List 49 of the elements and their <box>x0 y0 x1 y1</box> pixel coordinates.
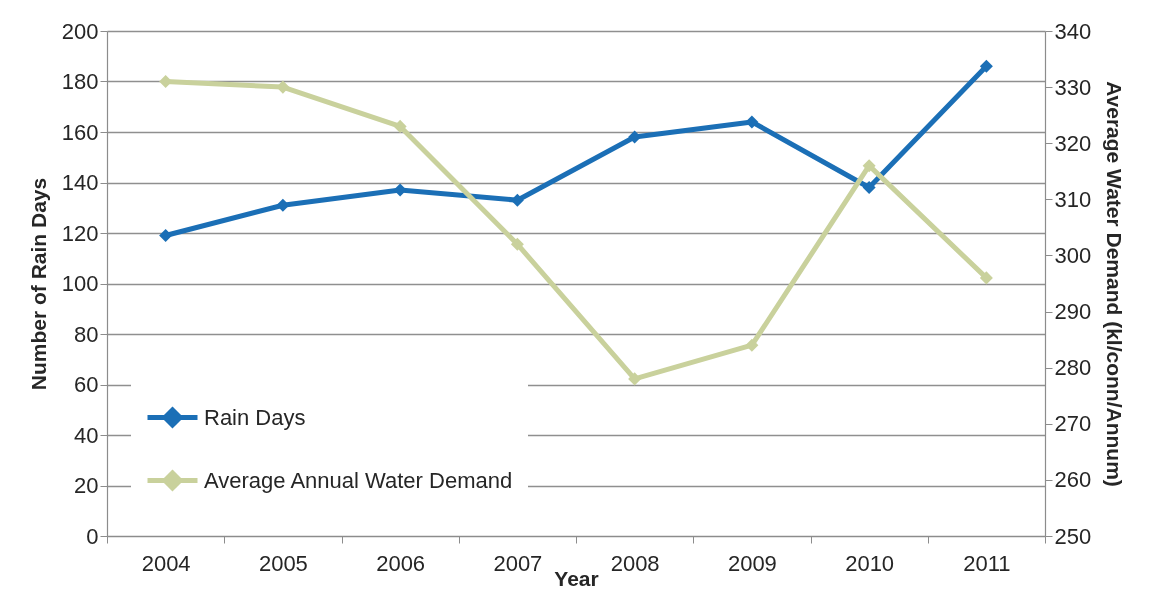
point <box>510 237 524 251</box>
legend-label: Average Annual Water Demand <box>204 467 513 493</box>
point <box>862 159 876 173</box>
x-tick-label: 2011 <box>963 550 1011 576</box>
y-axis-title: Number of Rain Days <box>26 177 50 391</box>
y-tick-label: 160 <box>61 119 99 145</box>
point <box>628 372 642 386</box>
y-tick-label: 140 <box>61 170 99 195</box>
y2-tick-label: 260 <box>1054 467 1092 493</box>
point <box>628 130 642 144</box>
x-tick-label: 2010 <box>845 550 895 576</box>
y-tick-label: 200 <box>61 18 99 44</box>
y2-tick-label: 280 <box>1054 355 1092 381</box>
y2-axis-title: Average Water Demand (kl/conn/Annum) <box>1103 81 1127 487</box>
y2-tick-label: 290 <box>1054 299 1092 325</box>
x-axis-title: Year <box>554 566 599 590</box>
y-tick-label: 20 <box>74 473 99 498</box>
x-tick-label: 2009 <box>727 550 777 576</box>
point <box>510 193 524 207</box>
y2-tick-label: 340 <box>1054 18 1092 44</box>
point <box>745 338 759 352</box>
y2-tick-label: 270 <box>1054 411 1092 437</box>
y-tick-label: 0 <box>86 523 99 549</box>
y-tick-label: 40 <box>74 422 99 448</box>
legend-label: Rain Days <box>204 404 306 430</box>
point <box>745 115 759 129</box>
y2-tick-label: 300 <box>1054 242 1092 268</box>
x-tick-label: 2007 <box>493 550 543 576</box>
x-tick-label: 2008 <box>610 550 660 576</box>
point <box>276 198 290 212</box>
x-tick-label: 2004 <box>141 550 191 576</box>
x-tick-label: 2005 <box>258 550 308 576</box>
y-tick-label: 60 <box>74 372 99 397</box>
point <box>979 271 993 285</box>
y2-tick-label: 310 <box>1054 186 1092 212</box>
point <box>393 119 407 133</box>
x-tick-label: 2006 <box>376 550 426 576</box>
point <box>393 183 407 197</box>
y-tick-label: 100 <box>61 271 99 296</box>
y-tick-label: 120 <box>61 220 99 246</box>
point <box>276 80 290 94</box>
point <box>862 181 876 195</box>
point <box>979 59 993 73</box>
y2-tick-label: 320 <box>1054 130 1092 156</box>
y2-tick-label: 250 <box>1054 523 1092 549</box>
point <box>159 229 173 243</box>
y-tick-label: 180 <box>61 69 99 94</box>
y2-tick-label: 330 <box>1054 74 1092 100</box>
y-tick-label: 80 <box>74 321 99 347</box>
